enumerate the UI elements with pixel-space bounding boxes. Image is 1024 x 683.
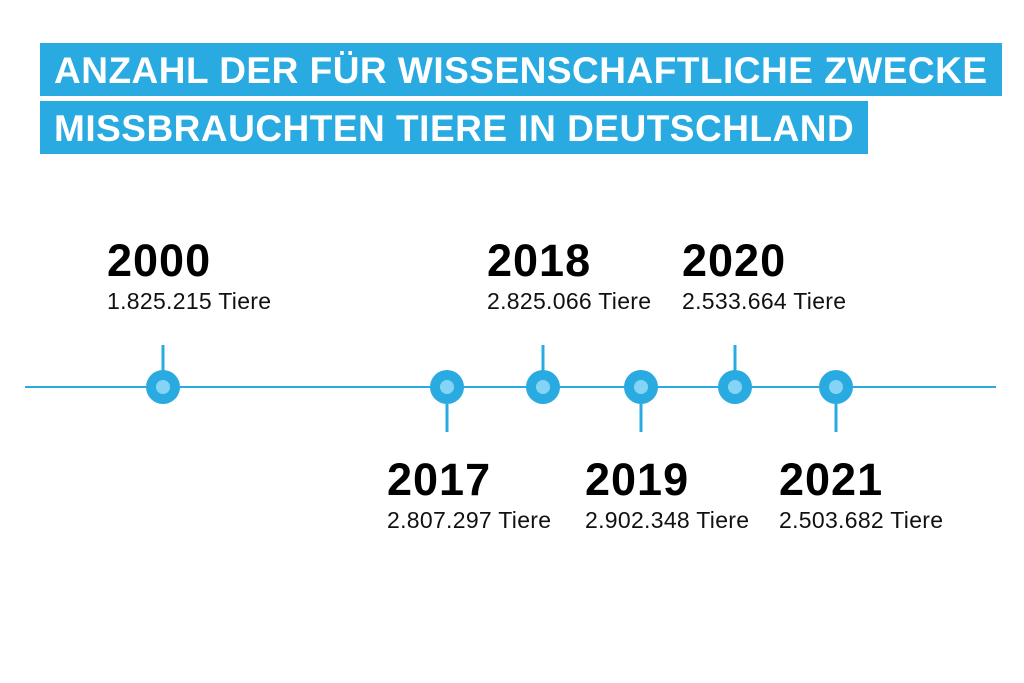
timeline-dot-2000 [146,370,180,404]
connector-line-2020 [733,345,737,371]
year-label: 2020 [682,235,787,286]
timeline-dot-2017 [430,370,464,404]
timeline-dot-2018 [526,370,560,404]
count-label: 1.825.215 Tiere [107,288,272,314]
title-banner-line-2: MISSBRAUCHTEN TIERE IN DEUTSCHLAND [40,101,869,154]
year-label: 2018 [487,235,592,286]
count-label: 2.503.682 Tiere [779,507,944,533]
title-text-line-1: ANZAHL DER FÜR WISSENSCHAFTLICHE ZWECKE [54,50,988,91]
year-label: 2019 [585,454,690,505]
connector-line-2021 [834,404,838,432]
connector-line-2019 [639,404,643,432]
connector-line-2017 [445,404,449,432]
timeline-point-label-2019: 2019 2.902.348 Tiere [585,457,749,532]
title-banner-line-1: ANZAHL DER FÜR WISSENSCHAFTLICHE ZWECKE [40,43,1002,96]
year-label: 2017 [387,454,492,505]
timeline-point-label-2017: 2017 2.807.297 Tiere [387,457,551,532]
year-label: 2021 [779,454,884,505]
count-label: 2.807.297 Tiere [387,507,552,533]
year-label: 2000 [107,235,212,286]
title-text-line-2: MISSBRAUCHTEN TIERE IN DEUTSCHLAND [54,108,855,149]
count-label: 2.902.348 Tiere [585,507,750,533]
count-label: 2.533.664 Tiere [682,288,847,314]
timeline-point-label-2020: 2020 2.533.664 Tiere [682,238,846,313]
timeline-point-label-2021: 2021 2.503.682 Tiere [779,457,943,532]
timeline-dot-2019 [624,370,658,404]
connector-line-2018 [541,345,545,371]
timeline-dot-2020 [718,370,752,404]
timeline-point-label-2018: 2018 2.825.066 Tiere [487,238,651,313]
count-label: 2.825.066 Tiere [487,288,652,314]
timeline-dot-2021 [819,370,853,404]
connector-line-2000 [161,345,165,371]
timeline-point-label-2000: 2000 1.825.215 Tiere [107,238,271,313]
timeline-axis [25,386,996,388]
